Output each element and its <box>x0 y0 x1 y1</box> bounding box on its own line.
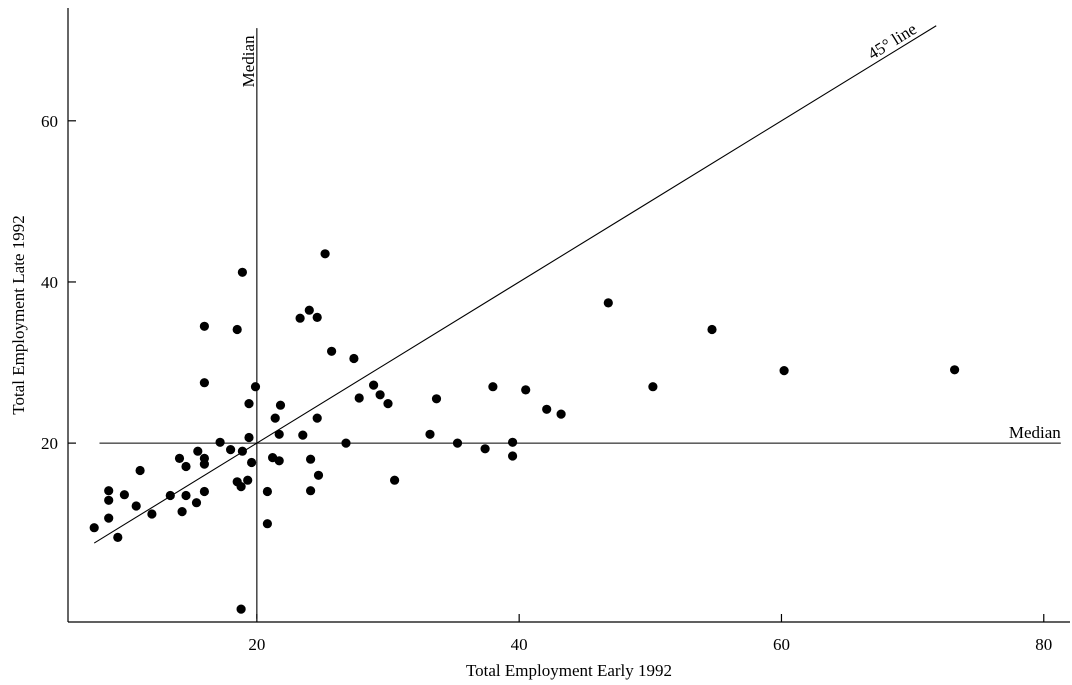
data-point <box>236 482 246 492</box>
data-point <box>507 437 518 447</box>
data-point <box>89 523 99 533</box>
data-point <box>104 513 114 523</box>
data-point <box>181 490 191 501</box>
data-point <box>349 353 359 364</box>
data-point <box>341 438 351 448</box>
data-point <box>262 519 272 529</box>
horizontal-median-label: Median <box>1009 423 1061 442</box>
data-point <box>507 451 518 461</box>
axes: 20 40 60 80 20 40 60 <box>41 8 1070 654</box>
data-point <box>119 490 129 500</box>
data-point <box>275 400 286 410</box>
x-ticks: 20 40 60 80 <box>248 614 1052 654</box>
data-point <box>521 385 531 395</box>
data-point <box>104 486 114 496</box>
data-point <box>193 446 203 456</box>
vertical-median-label: Median <box>239 35 258 87</box>
data-point <box>199 321 209 331</box>
data-point <box>327 346 337 356</box>
data-point <box>243 475 253 485</box>
data-point <box>135 465 145 476</box>
y-axis-title: Total Employment Late 1992 <box>9 215 28 414</box>
data-point <box>147 509 157 519</box>
data-point <box>177 507 187 517</box>
y-tick-label-40: 40 <box>41 273 58 292</box>
data-point <box>375 390 385 400</box>
data-point <box>244 432 254 443</box>
data-point <box>181 461 191 472</box>
data-point <box>237 446 247 456</box>
y-ticks: 20 40 60 <box>41 112 76 453</box>
data-point <box>707 324 717 335</box>
data-point <box>113 532 123 543</box>
data-point <box>237 267 247 277</box>
data-point <box>779 366 789 376</box>
data-point <box>191 498 202 508</box>
data-point <box>648 382 658 392</box>
data-point <box>452 438 463 448</box>
data-point <box>542 404 552 414</box>
x-axis-title: Total Employment Early 1992 <box>466 661 672 680</box>
data-point <box>306 454 316 464</box>
data-point <box>250 382 261 392</box>
data-point <box>270 413 280 423</box>
data-point <box>480 444 490 454</box>
y-tick-label-60: 60 <box>41 112 58 131</box>
reference-lines <box>93 25 1061 619</box>
data-point <box>274 456 284 466</box>
x-tick-label-80: 80 <box>1035 635 1052 654</box>
data-point <box>199 378 209 388</box>
y-tick-label-20: 20 <box>41 434 58 453</box>
data-point <box>131 501 141 511</box>
data-point <box>236 604 246 614</box>
data-point <box>320 249 330 259</box>
data-point <box>369 380 379 390</box>
data-point <box>312 413 322 423</box>
data-point <box>950 365 960 375</box>
data-point <box>354 393 364 403</box>
data-point <box>425 429 435 439</box>
x-tick-label-60: 60 <box>773 635 790 654</box>
x-tick-label-20: 20 <box>248 635 265 654</box>
data-points <box>89 249 960 614</box>
data-point <box>304 305 314 315</box>
data-point <box>298 430 308 440</box>
data-point <box>431 394 442 404</box>
data-point <box>306 486 316 496</box>
data-point <box>215 437 225 447</box>
data-point <box>247 457 257 468</box>
data-point <box>226 445 236 455</box>
data-point <box>488 382 498 392</box>
data-point <box>603 298 613 308</box>
data-point <box>312 312 322 322</box>
data-point <box>165 490 175 501</box>
x-tick-label-40: 40 <box>511 635 528 654</box>
data-point <box>556 409 566 419</box>
data-point <box>313 470 324 480</box>
data-point <box>232 324 242 335</box>
data-point <box>295 313 305 323</box>
data-point <box>104 495 114 505</box>
data-point <box>244 399 254 409</box>
data-point <box>390 475 400 485</box>
data-point <box>199 486 209 497</box>
data-point <box>174 453 185 463</box>
data-point <box>383 399 393 409</box>
diagonal-45-line <box>93 25 937 544</box>
data-point <box>262 486 272 497</box>
data-point <box>199 453 209 463</box>
data-point <box>274 429 284 439</box>
